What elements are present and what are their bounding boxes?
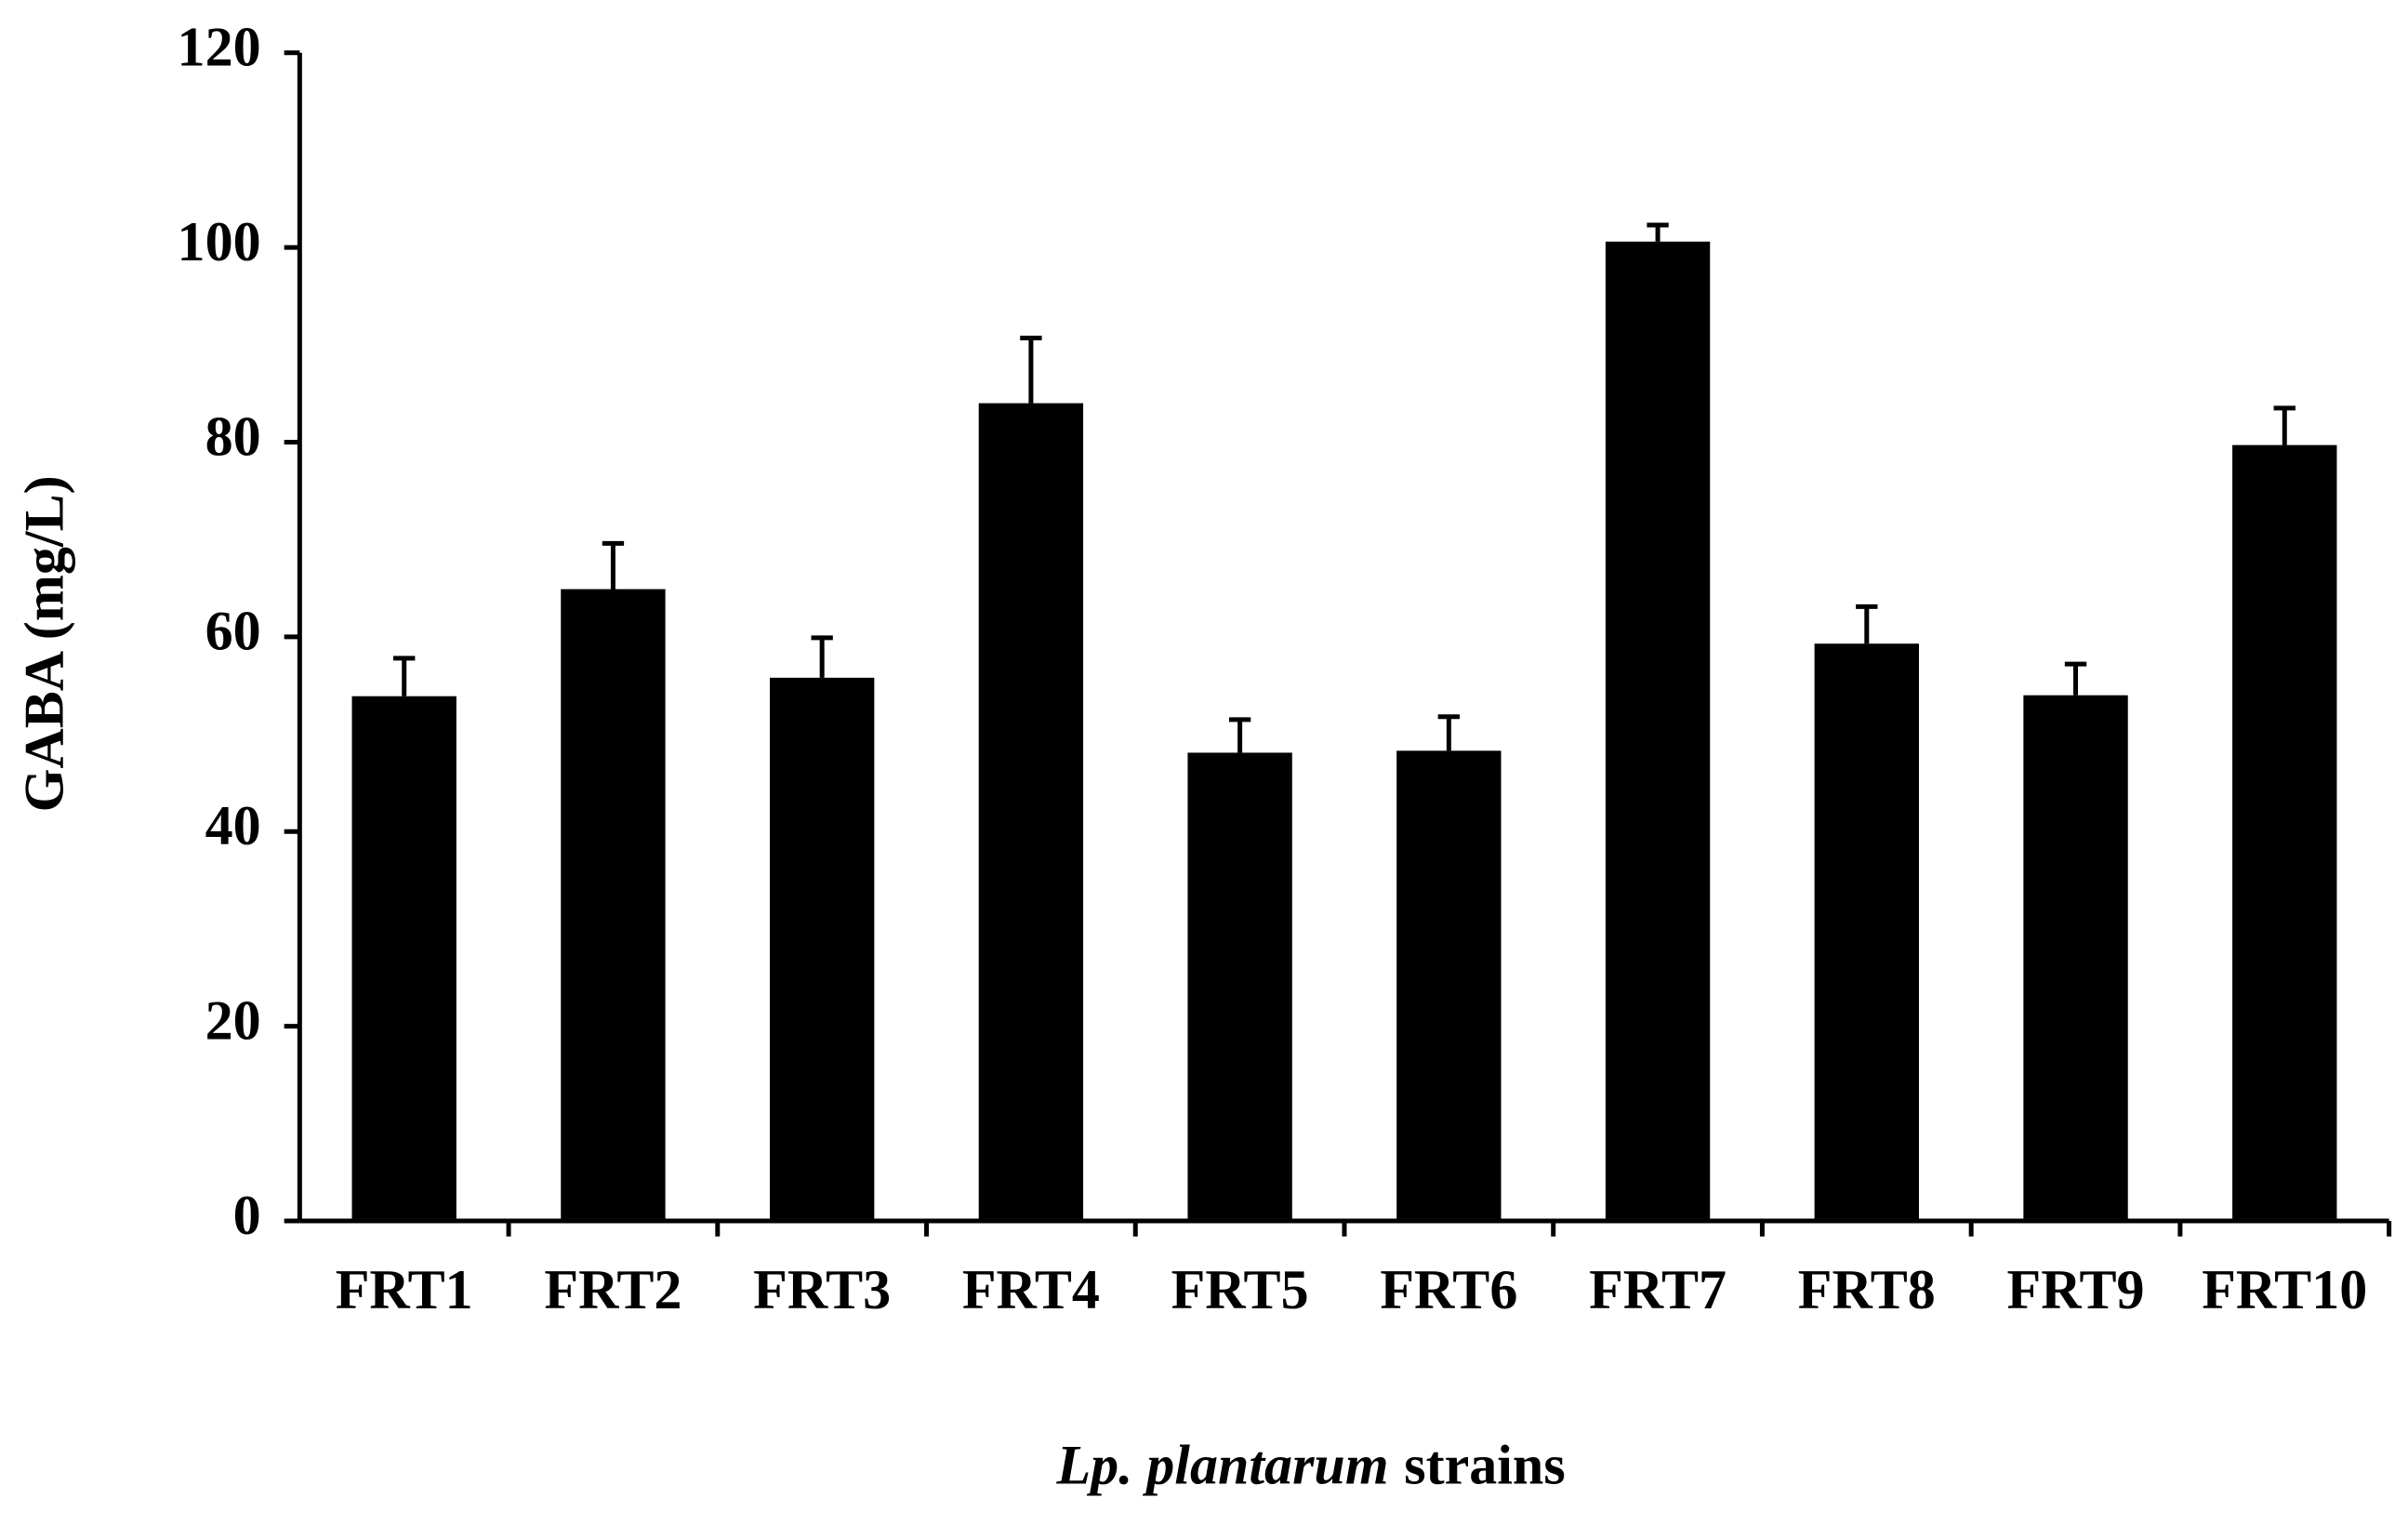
x-tick-label: FRT6 [1380,1258,1517,1320]
bar [2023,695,2128,1222]
y-tick-label: 60 [205,600,261,662]
bar [1396,750,1502,1222]
x-tick-label: FRT2 [544,1258,681,1320]
x-tick-label: FRT7 [1589,1258,1727,1320]
y-tick-label: 100 [178,210,261,272]
y-tick-label: 20 [205,988,261,1051]
bar [1605,241,1711,1222]
bar [351,696,456,1222]
x-tick-label: FRT10 [2202,1258,2367,1320]
y-tick-label: 0 [233,1184,261,1246]
y-tick-label: 40 [205,794,261,856]
x-tick-label: FRT5 [1171,1258,1309,1320]
bar [1187,752,1292,1222]
x-tick-label: FRT3 [753,1258,891,1320]
y-tick-label: 80 [205,404,261,467]
x-axis-title-italic: Lp. plantarum [1056,1433,1389,1495]
x-tick-label: FRT9 [2007,1258,2145,1320]
x-axis-title-text: strains [1404,1433,1566,1495]
bar [2232,444,2337,1222]
x-tick-label: FRT1 [336,1258,473,1320]
bar [978,403,1084,1222]
bar [1814,643,1919,1222]
x-axis-title: Lp. plantarum strains [1056,1433,1566,1495]
bar [769,677,875,1222]
x-tick-label: FRT8 [1798,1258,1936,1320]
y-axis-title: GABA (mg/L) [13,475,75,812]
bar [561,589,666,1222]
y-tick-label: 120 [178,16,261,78]
x-tick-label: FRT4 [962,1258,1100,1320]
